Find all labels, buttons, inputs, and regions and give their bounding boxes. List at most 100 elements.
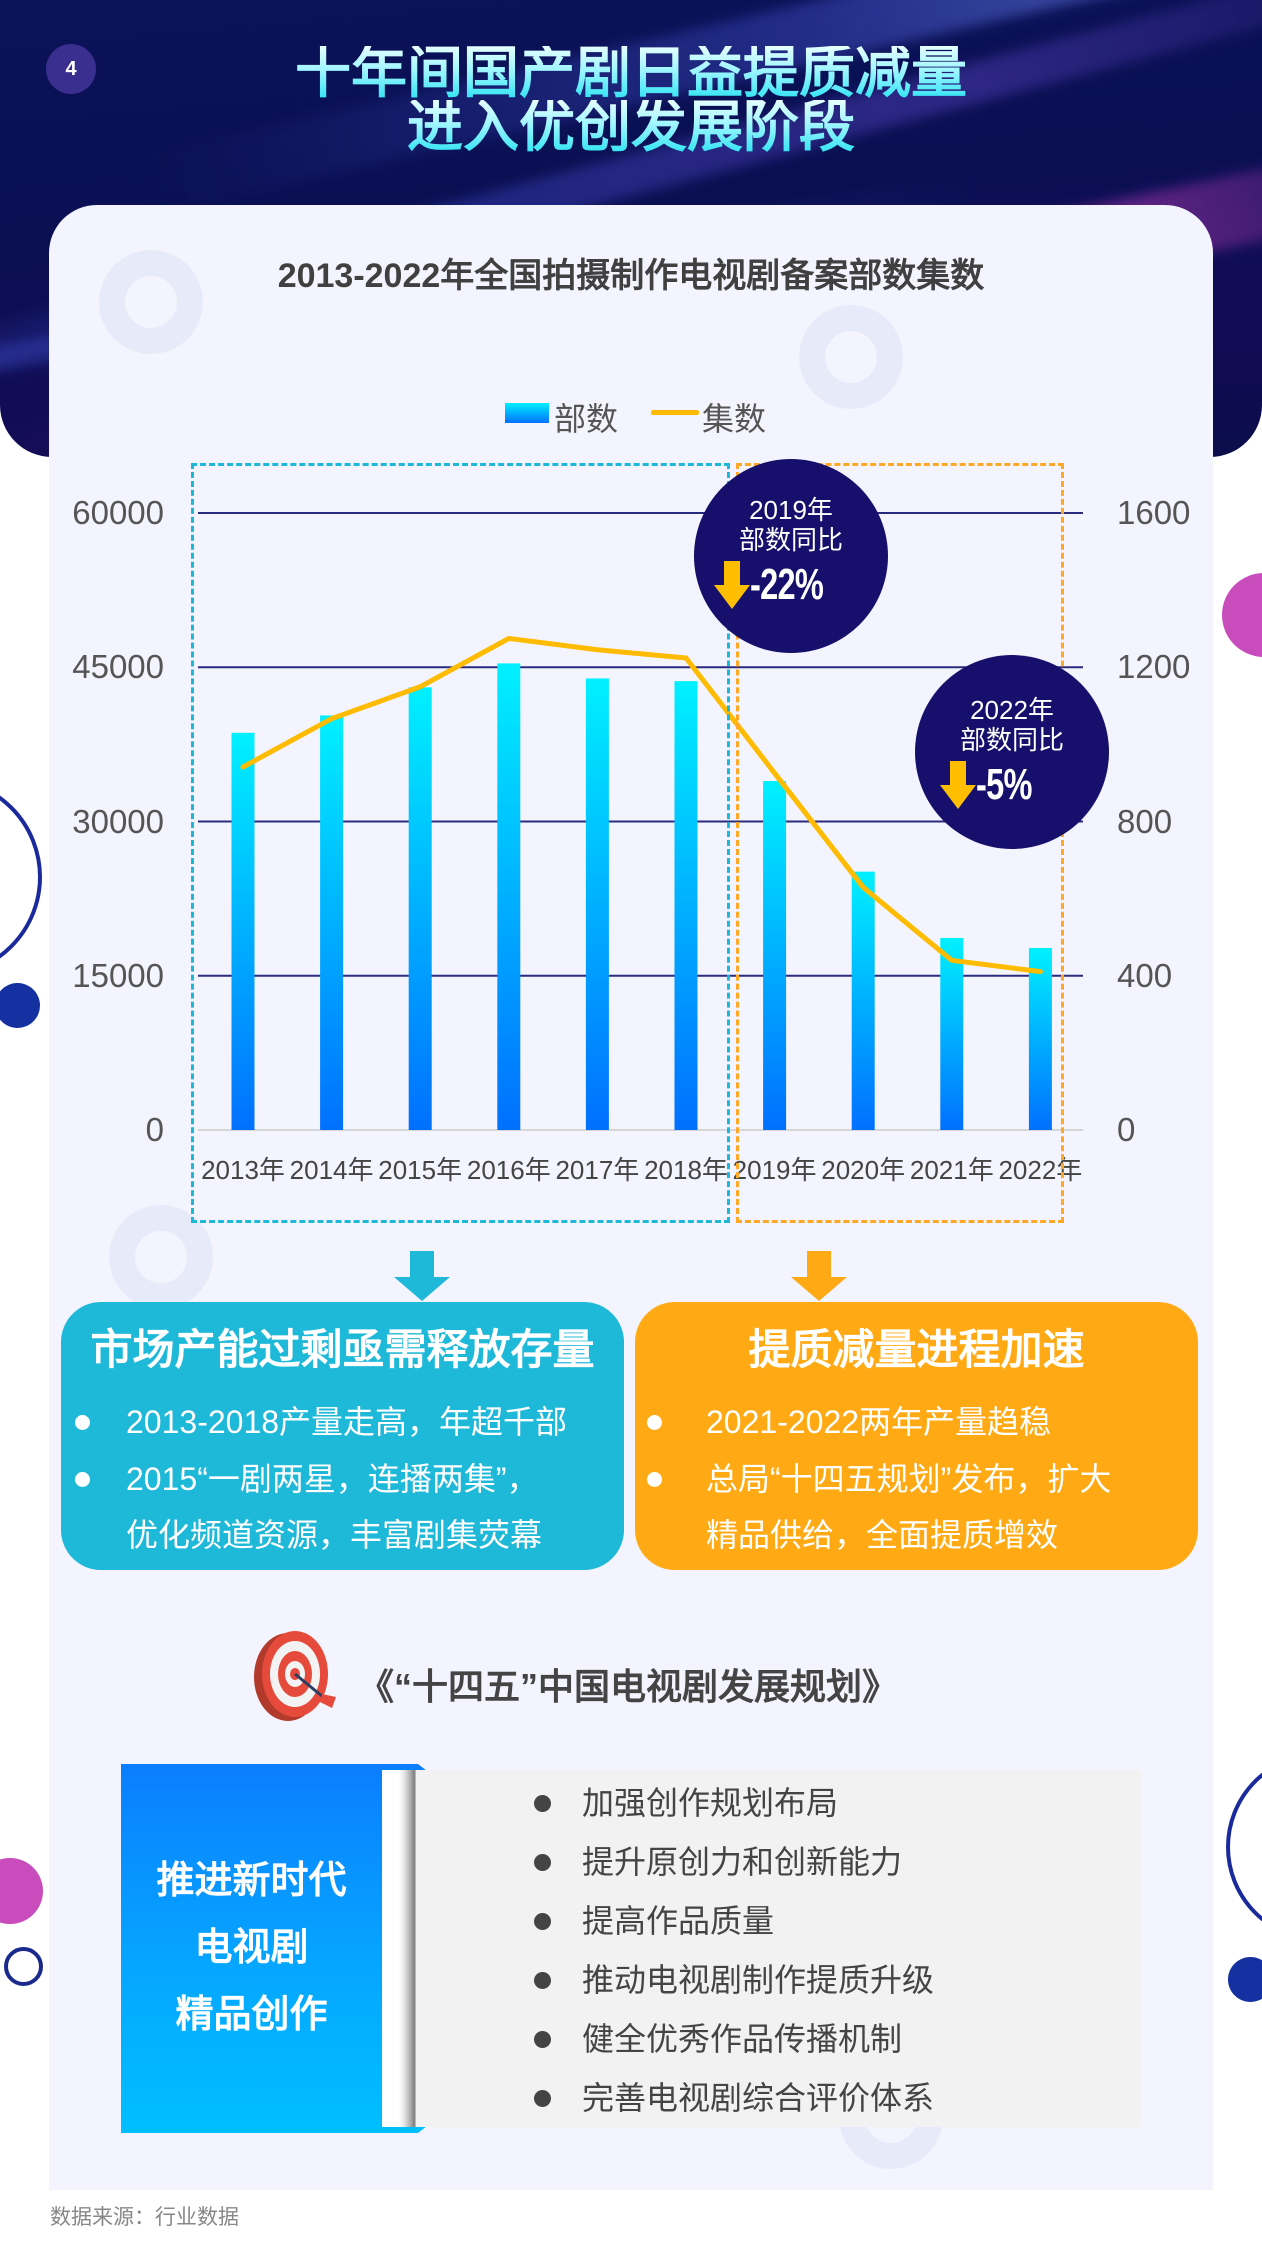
down-arrow-icon-cyan	[394, 1251, 450, 1301]
plan-item: 加强创作规划布局	[416, 1774, 1141, 1833]
plan-focus-line: 电视剧	[194, 1927, 309, 1969]
summary-bullet-continuation: 精品供给，全面提质增效	[635, 1507, 1198, 1564]
summary-bullet-continuation: 优化频道资源，丰富剧集荧幕	[61, 1507, 624, 1564]
gridlines	[198, 512, 1083, 1131]
plan-focus-text: 推进新时代 电视剧 精品创作	[121, 1764, 382, 2133]
down-arrow-icon	[940, 761, 976, 809]
bullet-dot-icon	[75, 1471, 90, 1487]
line-series	[240, 635, 1043, 975]
plan-item-text: 提高作品质量	[582, 1903, 775, 1939]
line-series-path	[240, 635, 1043, 975]
y-axis-right-tick: 0	[1117, 1111, 1136, 1148]
plan-item-text: 提升原创力和创新能力	[582, 1844, 903, 1880]
x-axis-category: 2022年	[998, 1155, 1083, 1185]
page-title-line-2: 进入优创发展阶段	[0, 99, 1262, 155]
plan-item-text: 完善电视剧综合评价体系	[582, 2080, 935, 2116]
x-axis-category: 2014年	[289, 1155, 374, 1185]
highlight-box-2019-2022	[736, 463, 1064, 1223]
y-axis-right-tick: 400	[1117, 956, 1173, 994]
decor-dot-magenta-left	[0, 1858, 43, 1924]
legend-label-line: 集数	[702, 401, 767, 437]
bar-2022年	[1028, 947, 1052, 1130]
plan-item: 完善电视剧综合评价体系	[416, 2069, 1141, 2128]
callout-badge-2019: 2019年 部数同比 -22%	[694, 459, 888, 653]
plan-item-text: 加强创作规划布局	[582, 1785, 839, 1821]
summary-bullet: 2015“一剧两星，连播两集”，	[61, 1451, 624, 1508]
bullet-dot-icon	[534, 1913, 551, 1930]
bullet-text: 2015“一剧两星，连播两集”，	[126, 1460, 539, 1497]
bar-2018年	[674, 681, 698, 1130]
y-axis-left-tick: 60000	[72, 494, 164, 531]
bar-2021年	[940, 937, 964, 1130]
plan-items-panel	[416, 1770, 1141, 2127]
bullet-dot-icon	[534, 1972, 551, 1989]
bullet-text: 2021-2022两年产量趋稳	[706, 1404, 1052, 1440]
x-axis-category: 2016年	[466, 1155, 551, 1185]
summary-bullet: 总局“十四五规划”发布，扩大	[635, 1451, 1198, 1508]
bullet-text: 2013-2018产量走高，年超千部	[126, 1404, 568, 1440]
summary-bullet: 2013-2018产量走高，年超千部	[61, 1394, 624, 1451]
plan-item: 提升原创力和创新能力	[416, 1833, 1141, 1892]
plan-item: 推动电视剧制作提质升级	[416, 1951, 1141, 2010]
summary-box-title: 提质减量进程加速	[748, 1326, 1085, 1373]
down-arrow-icon-orange	[791, 1251, 847, 1301]
x-axis-category: 2020年	[821, 1155, 906, 1185]
x-axis-category: 2015年	[378, 1155, 463, 1185]
x-axis-category: 2013年	[201, 1155, 285, 1185]
bullet-dot-icon	[534, 2090, 551, 2107]
bar-series	[231, 663, 1052, 1130]
callout-metric: 部数同比	[738, 525, 843, 555]
summary-bullet: 2021-2022两年产量趋稳	[635, 1394, 1198, 1451]
y-axis-left-tick: 0	[145, 1111, 164, 1148]
legend-line-swatch	[651, 410, 699, 415]
down-arrow-icon	[714, 561, 750, 609]
y-axis-right-tick: 800	[1117, 802, 1173, 840]
plan-item: 提高作品质量	[416, 1892, 1141, 1951]
y-axis-left-tick: 45000	[72, 648, 164, 686]
highlight-box-2013-2018	[191, 463, 730, 1223]
x-axis-category: 2019年	[732, 1155, 817, 1185]
page-title: 十年间国产剧日益提质减量 进入优创发展阶段	[0, 45, 1262, 155]
bar-2016年	[497, 663, 521, 1130]
combo-bar-line-chart	[198, 512, 1083, 1131]
plan-item-text: 健全优秀作品传播机制	[582, 2021, 903, 2057]
bar-2017年	[585, 678, 609, 1130]
plan-focus-line: 精品创作	[175, 1994, 328, 2036]
x-axis-category: 2021年	[909, 1155, 994, 1185]
plan-focus-line: 推进新时代	[156, 1860, 347, 1902]
summary-box-oversupply: 市场产能过剩亟需释放存量 2013-2018产量走高，年超千部 2015“一剧两…	[61, 1302, 624, 1570]
decor-ring-small-left	[4, 1947, 43, 1986]
legend-label-bars: 部数	[554, 401, 619, 437]
summary-box-quality: 提质减量进程加速 2021-2022两年产量趋稳 总局“十四五规划”发布，扩大 …	[635, 1302, 1198, 1570]
bar-2014年	[320, 715, 344, 1130]
bullet-dot-icon	[534, 1854, 551, 1871]
bullet-dot-icon	[647, 1471, 662, 1487]
data-source-note: 数据来源：行业数据	[50, 2206, 239, 2229]
bullet-dot-icon	[534, 2031, 551, 2048]
plan-item: 健全优秀作品传播机制	[416, 2010, 1141, 2069]
bullet-dot-icon	[534, 1795, 551, 1812]
callout-year: 2022年	[970, 695, 1054, 725]
page-title-line-1: 十年间国产剧日益提质减量	[0, 45, 1262, 101]
callout-change: -5%	[976, 760, 1032, 809]
x-axis-category: 2018年	[644, 1155, 728, 1185]
y-axis-left-tick: 30000	[72, 802, 164, 840]
legend-bar-swatch	[505, 403, 549, 423]
chart-title: 2013-2022年全国拍摄制作电视剧备案部数集数	[277, 257, 985, 295]
y-axis-left-tick: 15000	[72, 956, 164, 994]
decor-ring-right	[1226, 1752, 1262, 1942]
summary-box-title: 市场产能过剩亟需释放存量	[90, 1326, 595, 1373]
plan-title: 《“十四五”中国电视剧发展规划》	[358, 1666, 899, 1707]
callout-metric: 部数同比	[959, 725, 1064, 755]
page-curl-divider	[382, 1770, 416, 2127]
bar-2019年	[763, 781, 787, 1130]
bar-2020年	[851, 871, 875, 1130]
bullet-text: 优化频道资源，丰富剧集荧幕	[126, 1517, 543, 1553]
callout-change: -22%	[750, 560, 824, 609]
plan-items-list: 加强创作规划布局 提升原创力和创新能力 提高作品质量 推动电视剧制作提质升级 健…	[416, 1774, 1141, 2128]
callout-badge-2022: 2022年 部数同比 -5%	[915, 655, 1109, 849]
page-number-badge: 4	[46, 44, 96, 94]
plan-item-text: 推动电视剧制作提质升级	[582, 1962, 935, 1998]
bullet-text: 精品供给，全面提质增效	[706, 1517, 1059, 1553]
y-axis-right-tick: 1200	[1117, 648, 1191, 686]
